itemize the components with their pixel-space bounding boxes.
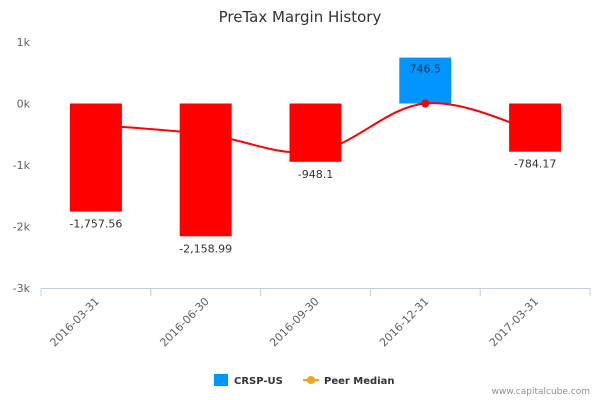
x-tick-label: 2016-03-31 [48,295,102,349]
y-tick-label: -1k [13,159,31,172]
peer-median-series [95,99,536,154]
chart-title: PreTax Margin History [219,8,382,26]
y-tick-label: 1k [17,36,31,49]
credit-text: www.capitalcube.com [492,387,590,397]
y-tick-label: 0k [17,98,31,111]
legend-label-crsp-us: CRSP-US [234,376,283,387]
bar-data-label: 746.5 [410,63,442,76]
legend-label-peer-median: Peer Median [324,376,395,387]
legend-marker-peer-median [307,376,315,384]
legend: CRSP-US Peer Median [214,374,395,387]
y-tick-label: -2k [13,221,31,234]
legend-swatch-crsp-us [214,374,228,386]
bar-data-label: -2,158.99 [179,242,232,255]
x-axis: 2016-03-31 2016-06-30 2016-09-30 2016-12-31… [40,288,591,349]
peer-median-point [421,99,430,108]
x-tick-label: 2016-06-30 [157,295,211,349]
bar-data-label: -1,757.56 [69,218,122,231]
peer-median-line [95,102,536,154]
bar-data-labels: -1,757.56 -2,158.99 -948.1 746.5 -784.17 [69,63,556,256]
x-tick-label: 2016-12-31 [377,295,431,349]
bar [509,103,562,152]
bar-data-label: -948.1 [298,168,333,181]
bar [69,103,122,212]
bar [179,103,232,237]
y-tick-label: -3k [13,282,31,295]
x-tick-label: 2017-03-31 [487,295,541,349]
y-axis: 1k 0k -1k -2k -3k [13,36,31,295]
bars [69,57,562,237]
x-tick-label: 2016-09-30 [267,295,321,349]
bar-data-label: -784.17 [514,158,556,171]
bar [399,57,452,104]
